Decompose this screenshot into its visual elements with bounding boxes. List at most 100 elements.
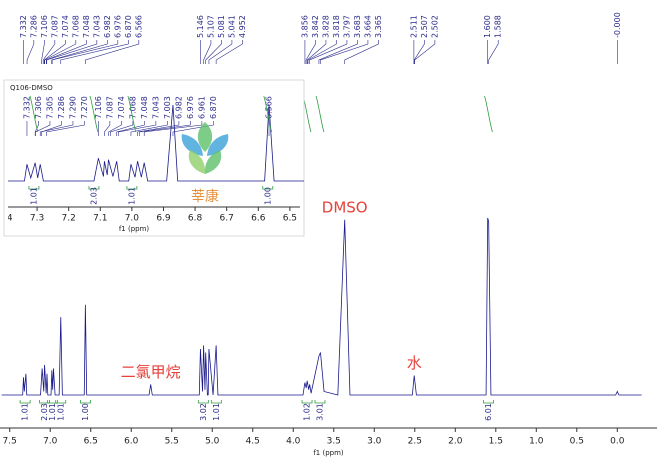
peak-label: 7.106 — [94, 96, 103, 119]
integral-bracket — [47, 400, 59, 404]
x-tick-label: 4.0 — [286, 437, 301, 447]
integral-bracket — [126, 186, 138, 190]
integral-bracket — [19, 400, 31, 404]
peak-leader — [172, 121, 214, 136]
x-tick-label: 7.2 — [62, 214, 76, 224]
integral-bracket — [88, 186, 100, 190]
peak-label: 6.976 — [186, 96, 195, 119]
integral-bracket — [79, 400, 91, 404]
peak-label: 7.068 — [128, 96, 137, 119]
integral-label: 2.03 — [40, 403, 49, 421]
peak-label: 7.043 — [151, 96, 160, 119]
peak-label: 5.107 — [206, 15, 215, 38]
integral-bracket — [39, 400, 50, 404]
peak-leader — [26, 40, 35, 64]
x-tick-label: 6.6 — [251, 214, 266, 224]
peak-leader — [51, 40, 119, 64]
x-tick-label: 5.0 — [205, 437, 220, 447]
x-tick-label: 7.4 — [0, 214, 13, 224]
peak-label: 3.683 — [353, 15, 362, 38]
peak-leader — [203, 40, 212, 64]
integral-curve — [315, 95, 325, 133]
peak-leader — [39, 121, 74, 136]
integral-label: 2.03 — [89, 187, 98, 205]
integral-bracket — [28, 186, 40, 190]
peak-label: 7.068 — [71, 15, 80, 38]
peak-label: 6.566 — [134, 15, 143, 38]
peak-label: 3.818 — [332, 15, 341, 38]
integral-label: 3.02 — [199, 403, 208, 421]
peak-label: 3.856 — [300, 15, 309, 38]
peak-label: 6.566 — [265, 96, 274, 119]
peak-leader — [413, 40, 425, 64]
x-tick-label: 3.0 — [367, 437, 382, 447]
peak-label: 5.041 — [227, 15, 236, 38]
peak-leader — [318, 40, 358, 64]
x-tick-label: 5.5 — [165, 437, 179, 447]
peak-label: 3.797 — [342, 15, 351, 38]
peak-label: 7.074 — [61, 15, 70, 38]
x-tick-label: 7.0 — [43, 437, 58, 447]
x-tick-label: 6.5 — [84, 437, 98, 447]
peak-leader — [46, 121, 85, 136]
peak-leader — [414, 40, 436, 64]
watermark-text: 莘康 — [191, 188, 219, 205]
peak-label: 7.048 — [82, 15, 91, 38]
peak-label: 7.106 — [40, 15, 49, 38]
integral-label: 1.02 — [303, 403, 312, 421]
peak-leader — [43, 40, 66, 64]
peak-label: 6.982 — [103, 15, 112, 38]
peak-label: -0.000 — [613, 12, 622, 38]
peak-leader — [139, 121, 191, 136]
peak-leader — [104, 121, 111, 136]
integral-bracket — [314, 400, 326, 404]
x-tick-label: 6.9 — [156, 214, 171, 224]
x-axis-label: f1 (ppm) — [313, 449, 344, 457]
integral-label: 3.01 — [315, 403, 324, 421]
peak-leader — [306, 40, 327, 64]
peak-leader — [60, 40, 129, 64]
x-tick-label: 2.5 — [408, 437, 422, 447]
peak-label: 6.870 — [209, 96, 218, 119]
peak-label: 5.081 — [217, 15, 226, 38]
x-tick-label: 1.5 — [489, 437, 503, 447]
peak-label: 7.270 — [80, 96, 89, 119]
peak-label: 6.976 — [113, 15, 122, 38]
integral-curve — [89, 95, 99, 133]
integral-label: 1.01 — [29, 187, 38, 205]
peak-label: 3.842 — [311, 15, 320, 38]
integral-label: 1.01 — [21, 403, 30, 421]
x-tick-label: 6.7 — [220, 214, 234, 224]
peak-label: 2.502 — [430, 15, 439, 38]
peak-leader — [35, 121, 51, 136]
peak-leader — [215, 40, 243, 64]
peak-label: 7.332 — [19, 15, 28, 38]
inset-spectrum: Q106-DMSO 7.4 7.3 7.2 7.1 7.0 6.9 6.8 6.7 6.6 6.5 f… — [0, 84, 304, 233]
peak-label: 2.511 — [409, 15, 418, 38]
integral-curve — [263, 95, 273, 133]
peak-leader — [137, 121, 180, 136]
integral-bracket — [301, 400, 313, 404]
x-tick-label: 7.1 — [93, 214, 107, 224]
peak-label: 3.828 — [321, 15, 330, 38]
peak-leader — [110, 121, 134, 136]
peak-label: 3.664 — [363, 15, 372, 38]
peak-label: 7.087 — [105, 96, 114, 119]
annotation: 二氯甲烷 — [121, 363, 181, 381]
integral-bracket — [483, 400, 494, 404]
integral-label: 1.00 — [263, 187, 272, 205]
annotation: 水 — [407, 354, 422, 372]
watermark-logo: 莘康 — [181, 122, 229, 205]
peak-leader — [41, 121, 62, 136]
peak-leader — [41, 40, 45, 64]
x-tick-label: 2.0 — [448, 437, 463, 447]
peak-label: 7.332 — [22, 96, 31, 119]
integral-bracket — [210, 400, 222, 404]
x-axis-label: f1 (ppm) — [119, 225, 150, 233]
peak-label: 7.306 — [34, 96, 43, 119]
peak-label: 6.982 — [174, 96, 183, 119]
peak-label: 4.952 — [238, 15, 247, 38]
peak-label: 7.290 — [68, 96, 77, 119]
integral-label: 6.01 — [484, 403, 493, 421]
